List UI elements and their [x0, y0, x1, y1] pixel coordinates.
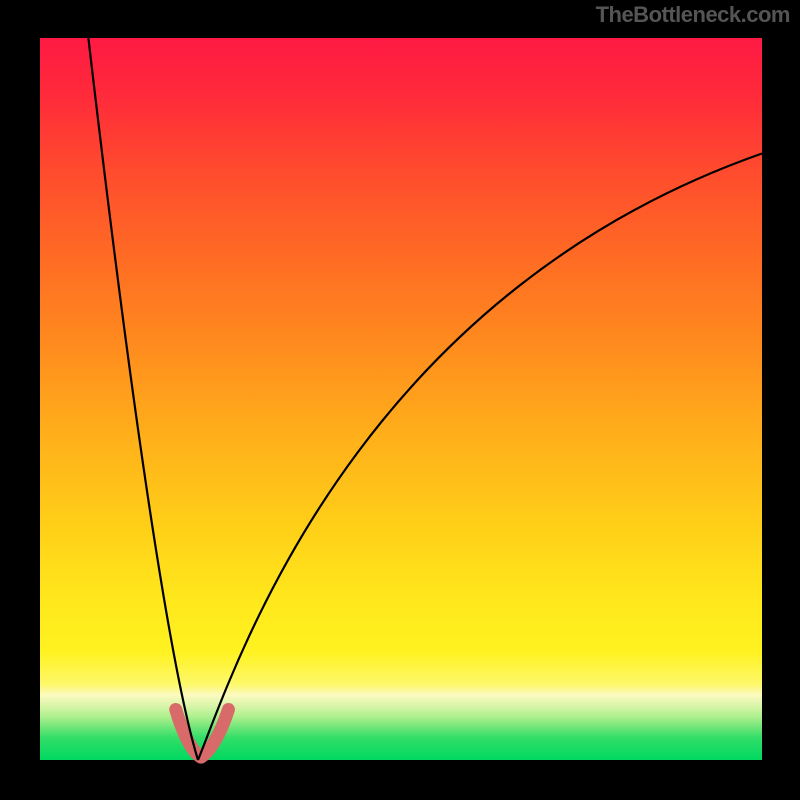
chart-canvas: TheBottleneck.com [0, 0, 800, 800]
bottleneck-chart-svg [0, 0, 800, 800]
attribution-label: TheBottleneck.com [596, 2, 790, 28]
